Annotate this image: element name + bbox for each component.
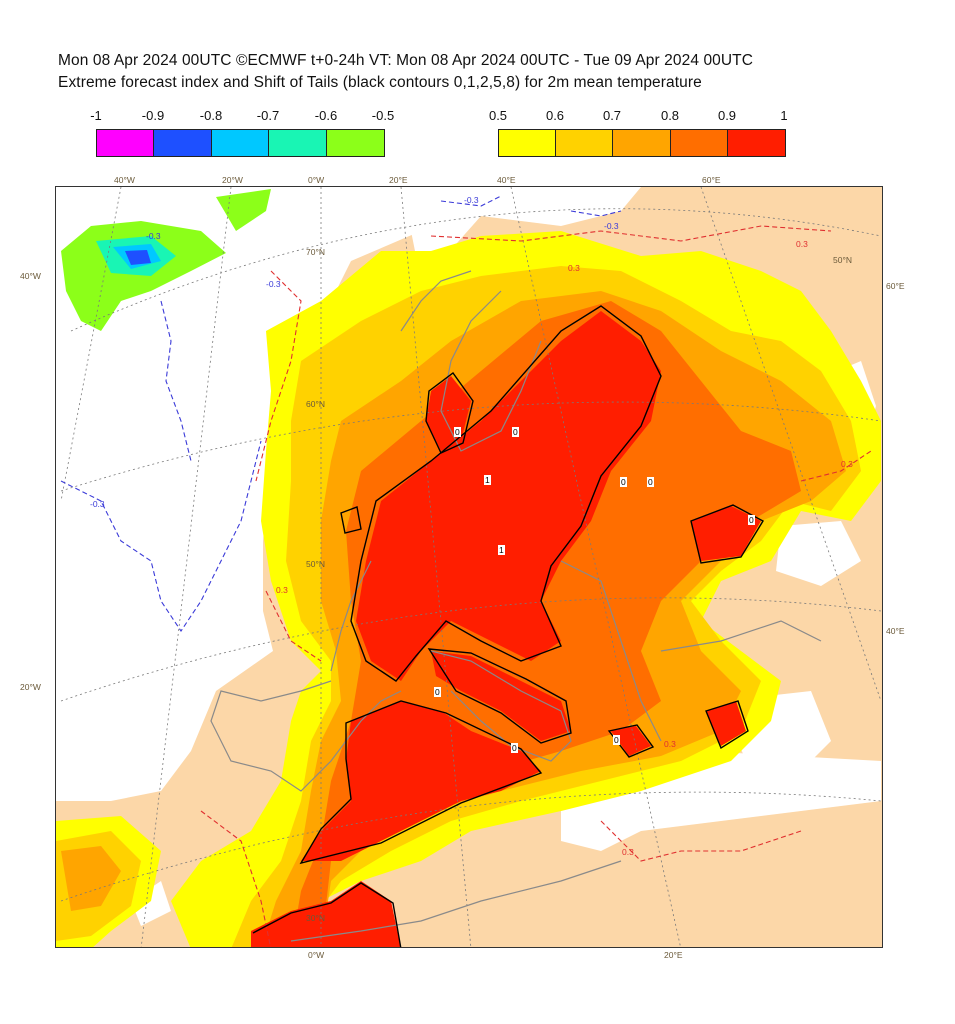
efi-contour-label: -0.3 bbox=[266, 279, 281, 289]
lon-tick-top: 20°W bbox=[222, 175, 243, 185]
colorbar-positive-label: 0.6 bbox=[545, 108, 565, 123]
sea-arctic-neutral bbox=[401, 187, 641, 281]
colorbar-negative-label: -0.9 bbox=[141, 108, 165, 123]
lon-tick-right: 40°E bbox=[886, 626, 905, 636]
sot-contour-label: 1 bbox=[498, 545, 505, 555]
lon-tick-left: 20°W bbox=[20, 682, 41, 692]
sot-contour-label: 0 bbox=[620, 477, 627, 487]
efi-map: 70°N 60°N 50°N 30°N 50°N -0.3 0.3 -0.3 0… bbox=[55, 186, 883, 948]
lon-tick-top: 0°W bbox=[308, 175, 325, 185]
lon-tick-bottom: 20°E bbox=[664, 950, 683, 960]
sot-contour-label: 0 bbox=[748, 515, 755, 525]
lon-tick-top: 40°E bbox=[497, 175, 516, 185]
efi-contour-label: -0.3 bbox=[146, 231, 161, 241]
colorbar-negative bbox=[96, 129, 385, 157]
efi-positive-red-greece bbox=[611, 726, 651, 756]
efi-positive-red-italy bbox=[431, 651, 571, 741]
sot-contour-label: 0 bbox=[647, 477, 654, 487]
lat-label: 30°N bbox=[306, 913, 325, 923]
sot-contour-label: 0 bbox=[511, 743, 518, 753]
colorbar-positive-label: 0.9 bbox=[717, 108, 737, 123]
title-line-1: Mon 08 Apr 2024 00UTC ©ECMWF t+0-24h VT:… bbox=[58, 52, 754, 69]
efi-contour-label: -0.3 bbox=[464, 195, 479, 205]
efi-negative-green-2 bbox=[216, 189, 271, 231]
efi-contour-label: 0.3 bbox=[841, 459, 853, 469]
sot-contour-label: 0 bbox=[454, 427, 461, 437]
sot-contour-label: 0 bbox=[512, 427, 519, 437]
graticule bbox=[60, 187, 882, 947]
efi-contour-label: 0.3 bbox=[568, 263, 580, 273]
efi-contour-label: 0.3 bbox=[796, 239, 808, 249]
lon-tick-top: 20°E bbox=[389, 175, 408, 185]
efi-positive-orange-sw bbox=[61, 846, 121, 911]
colorbar-negative-seg-2 bbox=[154, 130, 212, 156]
colorbar-positive-seg-1 bbox=[499, 130, 557, 156]
lon-tick-left: 40°W bbox=[20, 271, 41, 281]
lat-label: 50°N bbox=[833, 255, 852, 265]
colorbar-negative-seg-5 bbox=[326, 130, 384, 156]
coastlines bbox=[210, 270, 822, 942]
colorbar-positive-seg-3 bbox=[613, 130, 671, 156]
lat-label: 60°N bbox=[306, 399, 325, 409]
colorbar-negative-seg-4 bbox=[269, 130, 327, 156]
colorbar-negative-label: -1 bbox=[90, 108, 102, 123]
colorbar-negative-label: -0.5 bbox=[371, 108, 395, 123]
efi-negative-contours bbox=[60, 195, 622, 632]
sea-white-area bbox=[131, 881, 171, 926]
lat-label: 50°N bbox=[306, 559, 325, 569]
colorbar-positive-label: 0.8 bbox=[660, 108, 680, 123]
lon-tick-bottom: 0°W bbox=[308, 950, 325, 960]
colorbar-negative-label: -0.7 bbox=[256, 108, 280, 123]
lat-label: 70°N bbox=[306, 247, 325, 257]
colorbar-positive bbox=[498, 129, 786, 157]
lon-tick-top: 60°E bbox=[702, 175, 721, 185]
colorbar-positive-seg-5 bbox=[727, 130, 785, 156]
colorbar-positive-label: 0.7 bbox=[602, 108, 622, 123]
efi-negative-blue bbox=[125, 250, 151, 265]
colorbar-negative-label: -0.8 bbox=[199, 108, 223, 123]
efi-positive-contours bbox=[200, 225, 872, 947]
colorbar-negative-label: -0.6 bbox=[314, 108, 338, 123]
lon-tick-top: 40°W bbox=[114, 175, 135, 185]
lon-tick-right: 60°E bbox=[886, 281, 905, 291]
efi-map-svg bbox=[56, 187, 882, 947]
efi-contour-label: -0.3 bbox=[90, 499, 105, 509]
colorbar-positive-seg-2 bbox=[556, 130, 614, 156]
efi-contour-label: 0.3 bbox=[622, 847, 634, 857]
colorbar-positive-seg-4 bbox=[670, 130, 728, 156]
efi-positive-red-aegean bbox=[706, 701, 746, 746]
colorbar-negative-seg-1 bbox=[97, 130, 155, 156]
colorbar-positive-label: 1 bbox=[780, 108, 788, 123]
sot-contour-label: 0 bbox=[613, 735, 620, 745]
title-line-2: Extreme forecast index and Shift of Tail… bbox=[58, 74, 702, 91]
sot-contour-label: 1 bbox=[484, 475, 491, 485]
efi-contour-label: 0.3 bbox=[664, 739, 676, 749]
sot-contours bbox=[252, 305, 764, 947]
sea-atlantic-neutral bbox=[56, 187, 421, 801]
sot-contour-label: 0 bbox=[434, 687, 441, 697]
sea-caspian-neutral bbox=[776, 521, 861, 586]
colorbar-positive-label: 0.5 bbox=[488, 108, 508, 123]
efi-contour-label: -0.3 bbox=[604, 221, 619, 231]
colorbar-negative-seg-3 bbox=[211, 130, 270, 156]
sea-mediterranean-neutral bbox=[561, 751, 881, 851]
efi-positive-red-sw bbox=[301, 701, 541, 861]
efi-positive-red-east bbox=[691, 506, 761, 561]
efi-positive-red-core bbox=[356, 311, 661, 681]
efi-contour-label: 0.3 bbox=[276, 585, 288, 595]
